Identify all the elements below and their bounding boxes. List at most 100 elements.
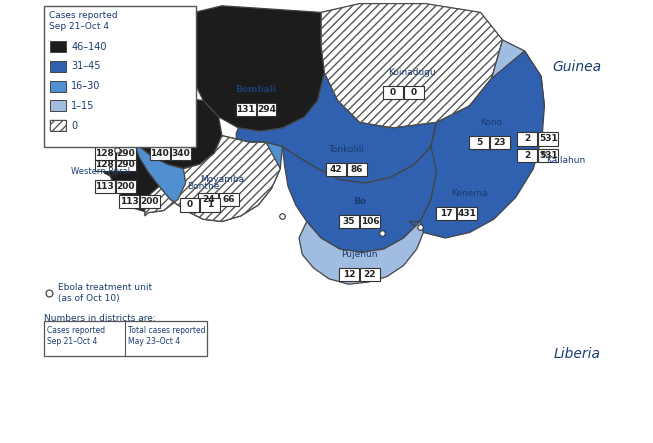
FancyBboxPatch shape: [457, 207, 477, 221]
Text: Liberia: Liberia: [554, 346, 601, 361]
Text: Bonthe: Bonthe: [187, 182, 219, 191]
FancyBboxPatch shape: [469, 136, 489, 149]
FancyBboxPatch shape: [490, 136, 510, 149]
Text: Guinea: Guinea: [553, 60, 602, 74]
FancyBboxPatch shape: [200, 198, 220, 212]
FancyBboxPatch shape: [257, 103, 276, 116]
Polygon shape: [236, 73, 437, 183]
Text: Koinadugu: Koinadugu: [389, 68, 436, 78]
FancyBboxPatch shape: [50, 101, 66, 112]
Text: Kambia: Kambia: [147, 47, 181, 55]
Text: 12: 12: [343, 270, 355, 279]
FancyBboxPatch shape: [517, 149, 537, 162]
Text: Moyamba: Moyamba: [200, 175, 244, 184]
Polygon shape: [145, 136, 280, 222]
Text: Cases reported
Sep 21–Oct 4: Cases reported Sep 21–Oct 4: [49, 11, 118, 31]
Polygon shape: [134, 136, 283, 222]
FancyBboxPatch shape: [339, 215, 359, 228]
Polygon shape: [299, 222, 423, 284]
Text: 17: 17: [439, 209, 453, 218]
Text: Western Rural: Western Rural: [71, 167, 131, 176]
FancyBboxPatch shape: [360, 268, 380, 281]
Text: 128: 128: [95, 149, 114, 158]
FancyBboxPatch shape: [236, 103, 255, 116]
Text: 21: 21: [160, 66, 172, 75]
Text: Numbers in districts are:: Numbers in districts are:: [44, 314, 155, 323]
FancyBboxPatch shape: [50, 61, 66, 72]
Polygon shape: [118, 67, 222, 169]
FancyBboxPatch shape: [383, 86, 403, 99]
FancyBboxPatch shape: [116, 180, 136, 193]
Text: 140: 140: [150, 149, 169, 158]
FancyBboxPatch shape: [95, 180, 115, 193]
Text: 2: 2: [524, 151, 530, 160]
Text: 290: 290: [116, 149, 135, 158]
FancyBboxPatch shape: [326, 163, 345, 176]
Text: 0: 0: [411, 88, 417, 97]
Text: Total cases reported
May 23–Oct 4: Total cases reported May 23–Oct 4: [129, 326, 206, 346]
Polygon shape: [283, 122, 437, 253]
Text: 200: 200: [140, 197, 159, 206]
Polygon shape: [189, 6, 325, 131]
FancyBboxPatch shape: [360, 215, 380, 228]
FancyBboxPatch shape: [347, 163, 367, 176]
Text: Kailahun: Kailahun: [547, 156, 586, 166]
Text: 113: 113: [95, 182, 114, 191]
Text: 340: 340: [171, 149, 190, 158]
Text: 294: 294: [257, 105, 276, 114]
Polygon shape: [409, 51, 545, 238]
Text: 22: 22: [364, 270, 376, 279]
FancyBboxPatch shape: [436, 207, 456, 221]
FancyBboxPatch shape: [219, 193, 239, 206]
Text: 17: 17: [139, 66, 151, 75]
Text: 0: 0: [71, 121, 77, 131]
FancyBboxPatch shape: [44, 321, 206, 356]
FancyBboxPatch shape: [538, 149, 558, 162]
Text: 86: 86: [351, 165, 363, 174]
Text: 42: 42: [330, 165, 342, 174]
Text: 531: 531: [539, 135, 558, 144]
Text: Western Urban: Western Urban: [79, 131, 142, 140]
Text: Kenema: Kenema: [451, 190, 488, 198]
Polygon shape: [104, 142, 185, 213]
FancyBboxPatch shape: [538, 132, 558, 146]
Text: 200: 200: [116, 182, 135, 191]
FancyBboxPatch shape: [136, 64, 155, 78]
FancyBboxPatch shape: [140, 195, 160, 208]
FancyBboxPatch shape: [517, 132, 537, 146]
FancyBboxPatch shape: [157, 64, 176, 78]
Polygon shape: [431, 40, 545, 180]
Text: 531: 531: [539, 151, 558, 160]
FancyBboxPatch shape: [50, 120, 66, 131]
Text: 106: 106: [360, 217, 379, 226]
FancyBboxPatch shape: [116, 158, 136, 171]
FancyBboxPatch shape: [95, 147, 115, 160]
Text: 31–45: 31–45: [71, 61, 101, 71]
FancyBboxPatch shape: [199, 193, 218, 206]
Text: 5: 5: [476, 138, 482, 147]
FancyBboxPatch shape: [150, 147, 170, 160]
Text: 290: 290: [116, 160, 135, 169]
FancyBboxPatch shape: [50, 81, 66, 92]
Text: 0: 0: [186, 201, 193, 210]
Text: Pujehun: Pujehun: [342, 250, 378, 259]
Text: 46–140: 46–140: [71, 42, 106, 51]
FancyBboxPatch shape: [180, 198, 199, 212]
Polygon shape: [101, 147, 126, 178]
Text: Ebola treatment unit
(as of Oct 10): Ebola treatment unit (as of Oct 10): [58, 283, 152, 303]
Text: Kono: Kono: [481, 118, 503, 127]
FancyBboxPatch shape: [95, 158, 115, 171]
FancyBboxPatch shape: [171, 147, 191, 160]
Text: 131: 131: [236, 105, 255, 114]
Text: 2: 2: [524, 135, 530, 144]
Text: Bo: Bo: [353, 197, 366, 206]
Polygon shape: [321, 4, 503, 128]
Text: 0: 0: [390, 88, 396, 97]
FancyBboxPatch shape: [404, 86, 424, 99]
Text: Port Loko: Port Loko: [146, 129, 195, 138]
Polygon shape: [137, 12, 195, 109]
Text: Tonkolili: Tonkolili: [328, 145, 364, 155]
FancyBboxPatch shape: [50, 41, 66, 52]
Text: 66: 66: [223, 195, 235, 204]
FancyBboxPatch shape: [119, 195, 139, 208]
